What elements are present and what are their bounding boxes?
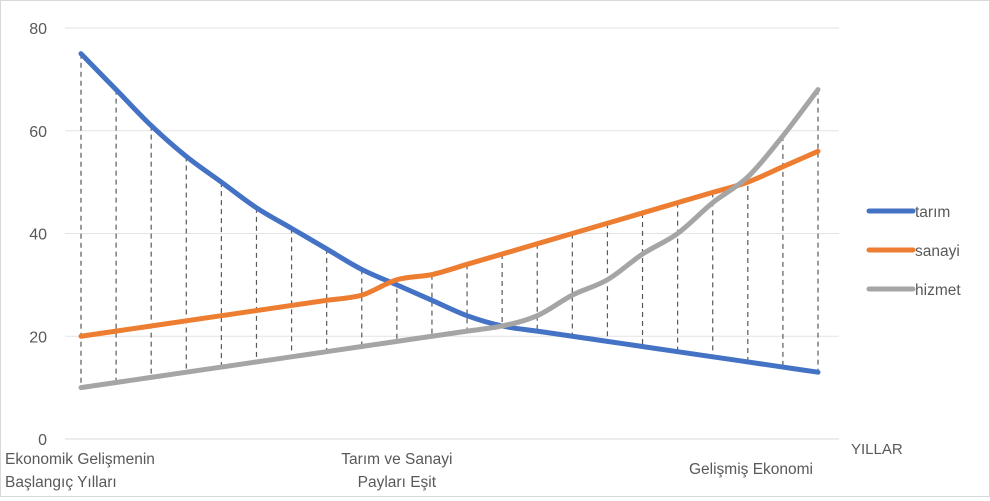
x-annotation-label: Gelişmiş Ekonomi bbox=[689, 461, 813, 478]
legend-label-tarım: tarım bbox=[915, 204, 950, 221]
x-axis-label: YILLAR bbox=[851, 441, 903, 458]
legend: tarım sanayi hizmet bbox=[866, 204, 961, 299]
legend-label-hizmet: hizmet bbox=[915, 282, 961, 299]
y-tick-label: 60 bbox=[29, 124, 47, 141]
legend-label-sanayi: sanayi bbox=[915, 243, 960, 260]
series-line-sanayi bbox=[78, 148, 821, 339]
y-tick-label: 80 bbox=[29, 21, 47, 38]
y-axis-ticks: 0 20 40 60 80 bbox=[29, 21, 47, 449]
x-annotations: Ekonomik Gelişmenin Başlangıç Yılları Tarı… bbox=[5, 451, 813, 491]
gridlines bbox=[65, 27, 839, 440]
x-annotation-label: Ekonomik Gelişmenin bbox=[5, 451, 155, 468]
x-annotation-label: Payları Eşit bbox=[358, 474, 437, 491]
drop-lines bbox=[80, 53, 819, 388]
y-tick-label: 0 bbox=[38, 432, 47, 449]
series-line-tarım bbox=[78, 51, 821, 375]
x-annotation-label: Başlangıç Yılları bbox=[5, 474, 117, 491]
y-tick-label: 40 bbox=[29, 227, 47, 244]
series-line-hizmet bbox=[78, 87, 821, 391]
series-lines bbox=[78, 51, 821, 391]
y-tick-label: 20 bbox=[29, 329, 47, 346]
x-annotation-label: Tarım ve Sanayi bbox=[341, 451, 452, 468]
